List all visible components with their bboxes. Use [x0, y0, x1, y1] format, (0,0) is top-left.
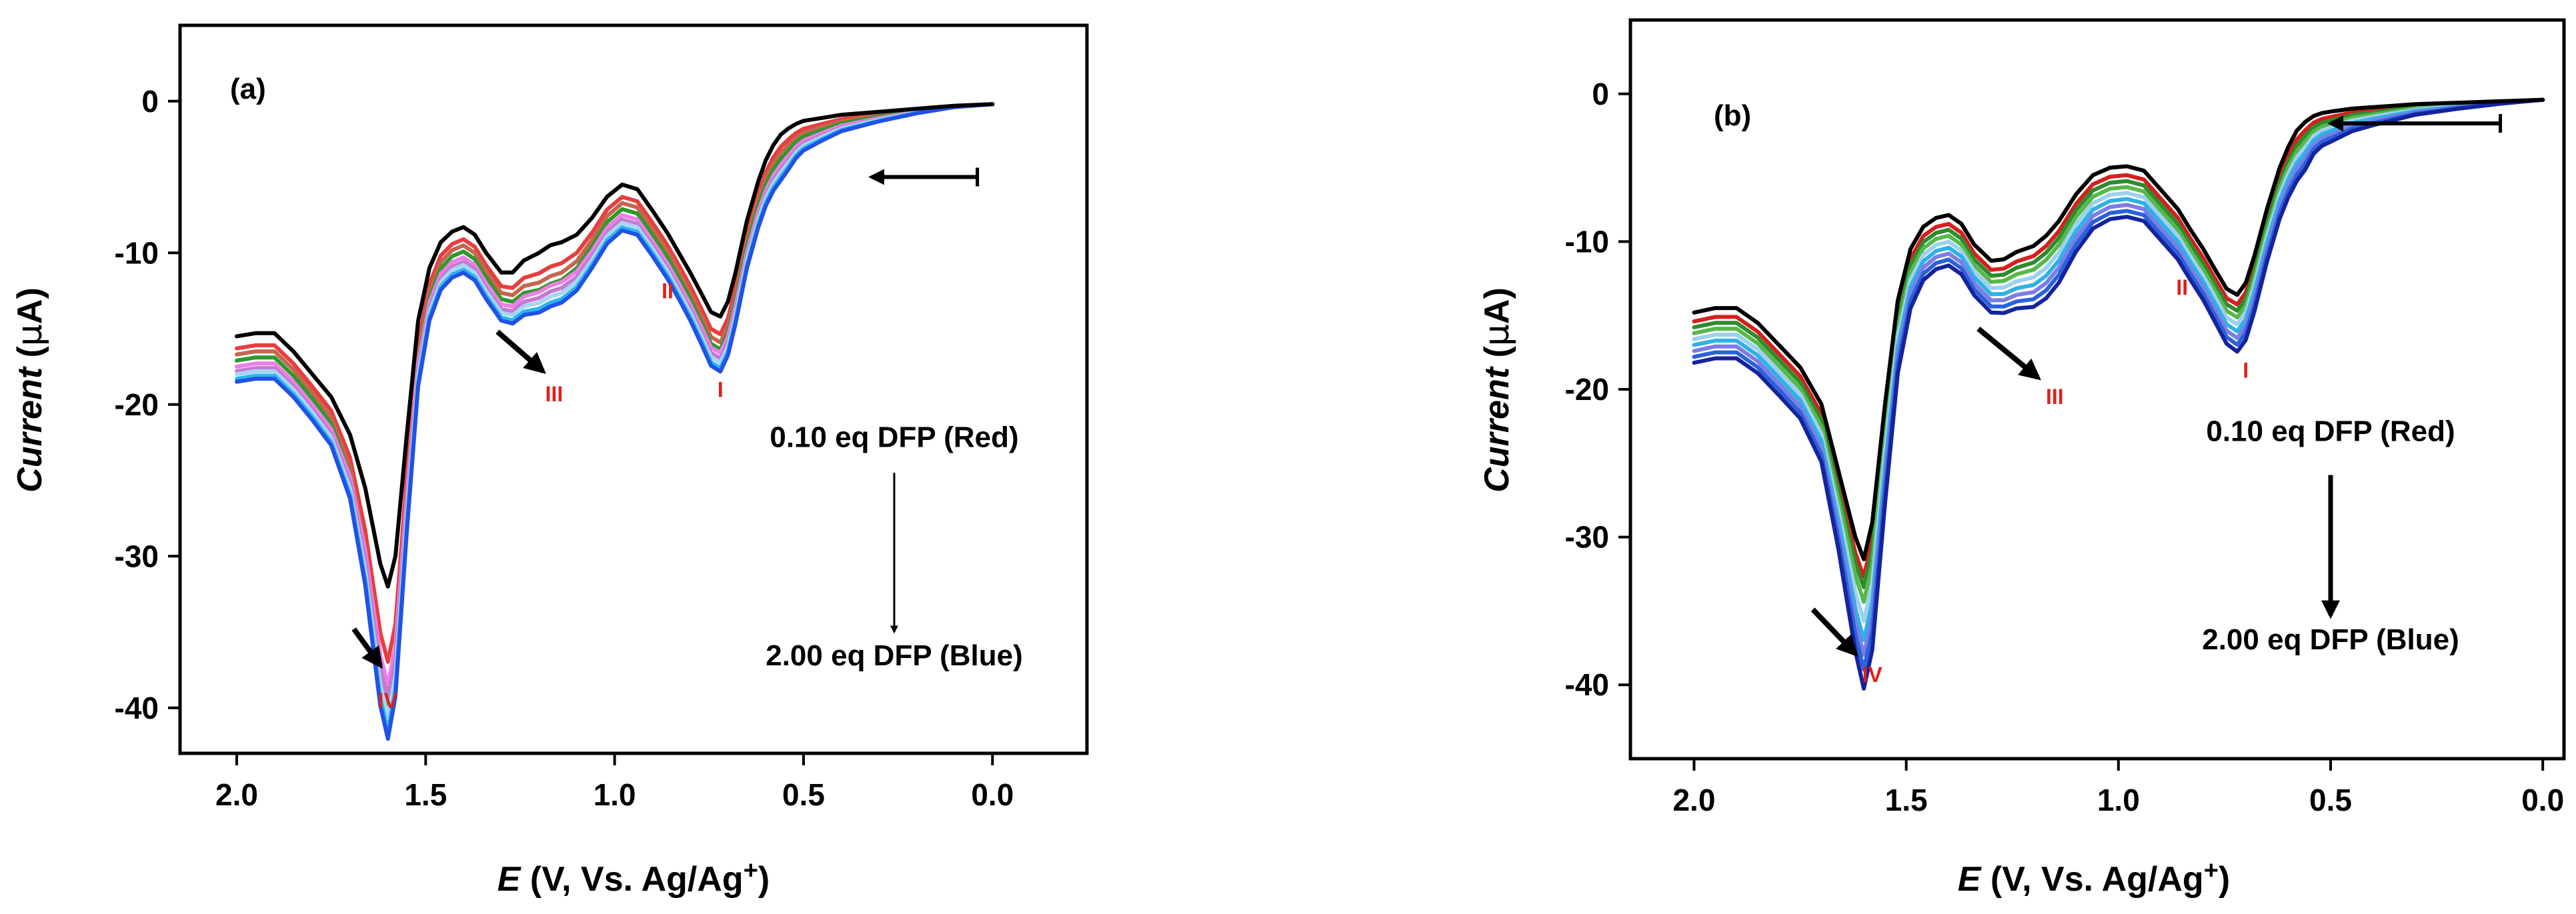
- x-axis-title-symbol: E: [497, 860, 521, 899]
- x-axis-title-symbol: E: [1958, 860, 1982, 899]
- series-line: [1692, 97, 2545, 657]
- y-tick-label: -40: [115, 691, 159, 725]
- peak-label: IV: [1862, 663, 1883, 687]
- y-axis-title-paren: (: [1478, 346, 1516, 367]
- y-axis-title-paren: (: [11, 346, 49, 367]
- x-axis-title-text: (V, Vs. Ag/Ag: [520, 860, 743, 899]
- series-line: [235, 102, 995, 701]
- voltammogram-curves: [235, 102, 995, 741]
- series-line: [1692, 97, 2545, 579]
- y-axis-title-unit: A): [1478, 287, 1516, 324]
- peak-label: III: [545, 382, 563, 406]
- peak-label: III: [2046, 385, 2064, 409]
- series-line: [235, 102, 995, 687]
- y-tick-label: -40: [1565, 667, 1609, 702]
- panel-label: (a): [230, 73, 266, 105]
- y-axis-title-unit: A): [11, 287, 49, 324]
- series-line: [1692, 97, 2545, 643]
- peak-trend-arrow: [351, 627, 383, 669]
- concentration-start-label: 0.10 eq DFP (Red): [2206, 415, 2455, 448]
- series-line: [1692, 97, 2545, 589]
- peak-label: I: [718, 377, 724, 401]
- series-line: [1692, 97, 2545, 691]
- y-axis-title: Current (μA): [1477, 287, 1517, 493]
- x-axis-title-sup: +: [744, 857, 758, 885]
- x-tick-label: 0.0: [2521, 783, 2564, 817]
- y-tick-label: -20: [1565, 372, 1609, 407]
- series-line: [1692, 97, 2545, 623]
- series-line: [235, 102, 995, 741]
- x-tick-label: 1.0: [593, 777, 636, 812]
- series-line: [235, 102, 995, 664]
- x-tick-label: 2.0: [215, 777, 258, 812]
- peak-trend-arrow: [1977, 327, 2041, 381]
- x-axis-title-close: ): [758, 860, 770, 899]
- peak-label: IV: [378, 689, 399, 713]
- y-tick-label: -30: [1565, 520, 1609, 555]
- x-axis-title-close: ): [2219, 860, 2230, 899]
- y-axis-title-quantity: Current: [1478, 365, 1516, 492]
- y-axis-title-quantity: Current: [11, 365, 49, 492]
- plot-area-frame: [178, 23, 1089, 755]
- axis-ticks: 2.0 1.5 1.0 0.5 0.0 0 -10 -20 -30 -40: [115, 84, 1014, 812]
- peak-label: II: [662, 279, 674, 303]
- y-tick-label: -10: [115, 235, 159, 270]
- x-tick-label: 0.5: [782, 777, 825, 812]
- series-line: [1692, 97, 2545, 561]
- concentration-end-label: 2.00 eq DFP (Blue): [766, 639, 1023, 672]
- panel-a: 2.0 1.5 1.0 0.5 0.00-10-20-30-40 IIIIIIIV0.1…: [10, 23, 1089, 899]
- y-tick-label: -10: [1565, 224, 1609, 259]
- peak-label: II: [2176, 275, 2188, 299]
- y-tick-label: 0: [1592, 77, 1609, 111]
- y-axis-title-greek: μ: [10, 324, 50, 346]
- x-tick-label: 1.5: [404, 777, 447, 812]
- concentration-start-label: 0.10 eq DFP (Red): [770, 421, 1018, 453]
- y-tick-label: -20: [115, 387, 159, 422]
- series-line: [1692, 97, 2545, 672]
- panel-b: 2.0 1.5 1.0 0.5 0.00-10-20-30-40 IIIIIIIV0.1…: [1477, 18, 2566, 899]
- peak-label: I: [2243, 358, 2249, 382]
- x-axis-title-sup: +: [2204, 857, 2219, 885]
- x-tick-label: 1.5: [1885, 783, 1928, 817]
- axis-ticks: 2.0 1.5 1.0 0.5 0.0 0 -10 -20 -30 -40: [1565, 77, 2565, 817]
- y-axis-title-greek: μ: [1477, 324, 1517, 346]
- series-line: [1692, 97, 2545, 604]
- x-tick-label: 0.5: [2309, 783, 2352, 817]
- y-axis-title: Current (μA): [10, 287, 50, 493]
- y-tick-label: 0: [141, 84, 159, 119]
- series-line: [235, 102, 995, 733]
- panel-label: (b): [1714, 99, 1751, 132]
- series-line: [235, 102, 995, 589]
- voltammogram-curves: [1692, 97, 2545, 691]
- series-line: [235, 102, 995, 710]
- peak-trend-arrow: [1810, 607, 1858, 657]
- x-tick-label: 2.0: [1672, 783, 1715, 817]
- y-tick-label: -30: [115, 539, 159, 573]
- concentration-end-label: 2.00 eq DFP (Blue): [2202, 623, 2459, 656]
- x-tick-label: 0.0: [971, 777, 1014, 812]
- peak-trend-arrow: [495, 329, 546, 374]
- x-axis-title: E (V, Vs. Ag/Ag+): [497, 857, 770, 899]
- x-tick-label: 1.0: [2097, 783, 2140, 817]
- x-axis-title-text: (V, Vs. Ag/Ag: [1981, 860, 2203, 899]
- x-axis-title: E (V, Vs. Ag/Ag+): [1958, 857, 2230, 899]
- series-line: [235, 102, 995, 719]
